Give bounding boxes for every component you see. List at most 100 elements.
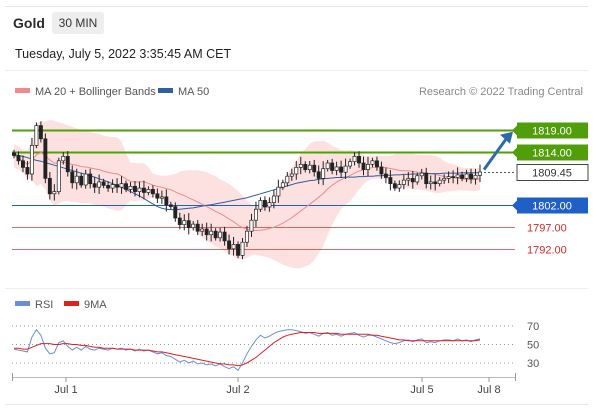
candle: [43, 133, 48, 184]
candle: [79, 173, 84, 188]
price-levels: [12, 129, 515, 250]
level-label-pivot: 1802.00: [532, 201, 572, 213]
candle-body: [330, 162, 335, 171]
candle-body: [307, 164, 312, 170]
candle-body: [56, 160, 61, 192]
candle: [133, 181, 137, 197]
candle: [83, 169, 88, 189]
candle-body: [294, 167, 299, 175]
candle-body: [437, 179, 442, 185]
candle-body: [321, 168, 326, 179]
candle-body: [61, 156, 66, 162]
candle: [473, 168, 478, 185]
candle-body: [124, 183, 128, 190]
candle-body: [280, 182, 285, 188]
candle-body: [303, 163, 308, 170]
candle-body: [133, 185, 137, 192]
candle-body: [222, 231, 227, 242]
candle-body: [473, 174, 478, 180]
level-label-target: 1814.00: [532, 148, 572, 160]
candle: [262, 196, 267, 211]
level-tag-target: [517, 144, 588, 161]
candle-body: [352, 156, 357, 163]
forecast-arrow-head: [500, 131, 513, 144]
candle: [316, 165, 321, 185]
candle: [106, 181, 111, 192]
candle: [177, 212, 182, 230]
candle: [25, 161, 30, 180]
candle: [236, 241, 240, 259]
candle: [366, 156, 370, 177]
candle: [321, 161, 326, 186]
candle-body: [254, 208, 258, 221]
candle-body: [110, 184, 115, 189]
rsi-line: [13, 328, 481, 372]
candle: [469, 168, 473, 184]
candle: [218, 227, 223, 242]
candle-body: [410, 178, 415, 183]
candle: [325, 159, 330, 172]
candle: [334, 161, 339, 176]
candle: [164, 189, 169, 212]
candle: [186, 213, 191, 235]
candle: [227, 234, 232, 255]
candle: [146, 186, 151, 196]
candle-body: [29, 145, 34, 175]
candle-body: [159, 196, 164, 199]
candle: [410, 170, 415, 189]
candle: [276, 179, 281, 203]
candle-body: [115, 184, 120, 188]
candle: [128, 182, 133, 194]
rsi-lines: [13, 328, 481, 372]
candle: [289, 168, 294, 181]
level-label-current: 1809.45: [532, 168, 572, 180]
candle-body: [401, 179, 406, 185]
candle: [137, 181, 142, 198]
candle-body: [397, 184, 402, 189]
legend-label-9ma: 9MA: [84, 299, 107, 311]
candle: [258, 197, 263, 212]
candle: [451, 170, 456, 184]
candle-body: [366, 163, 370, 170]
level-tag-pointer: [512, 124, 518, 137]
candle: [124, 180, 128, 193]
rsi-ma-line: [14, 332, 481, 367]
candle: [379, 161, 384, 179]
candle-body: [245, 230, 249, 243]
candle-body: [325, 162, 330, 170]
x-tick-label: Jul 1: [54, 384, 77, 396]
timeframe-button[interactable]: 30 MIN: [52, 12, 104, 34]
forecast-arrow: [482, 131, 513, 171]
candle-body: [25, 167, 30, 175]
candle-body: [455, 174, 460, 178]
candle-body: [204, 228, 209, 236]
candle-body: [101, 181, 106, 186]
candle-body: [168, 204, 173, 207]
candle-body: [415, 175, 420, 183]
candle: [397, 180, 402, 192]
candle: [74, 168, 79, 190]
rsi-levels: 70 50 30: [12, 321, 539, 370]
timestamp: Tuesday, July 5, 2022 3:35:45 AM CET: [15, 47, 232, 61]
x-tick-label: Jul 5: [410, 384, 433, 396]
candle: [182, 214, 187, 231]
legend-label-rsi: RSI: [35, 299, 53, 311]
candle: [173, 202, 178, 222]
candle: [70, 165, 75, 189]
candle-body: [106, 185, 111, 189]
candle-body: [383, 173, 388, 178]
candle: [56, 157, 61, 195]
candle-body: [83, 173, 88, 186]
candle-body: [339, 166, 344, 173]
candle: [383, 167, 388, 184]
candle-body: [258, 200, 263, 210]
candle-body: [446, 176, 451, 179]
candle-body: [267, 202, 272, 208]
candle: [330, 158, 335, 175]
candle: [298, 156, 303, 175]
candle: [303, 161, 308, 173]
candle: [195, 219, 200, 235]
candle: [406, 172, 411, 186]
level-tag-pivot: [517, 197, 588, 214]
